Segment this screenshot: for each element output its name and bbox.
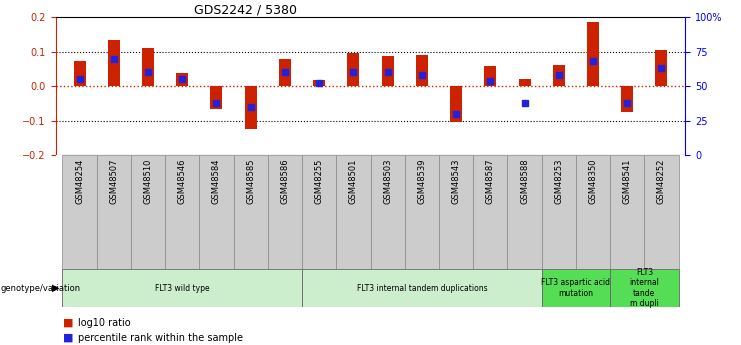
Bar — [62, 269, 302, 307]
Bar — [587, 22, 599, 86]
Text: log10 ratio: log10 ratio — [78, 318, 130, 327]
Text: percentile rank within the sample: percentile rank within the sample — [78, 333, 243, 343]
Bar — [621, 86, 634, 112]
Bar — [96, 155, 131, 269]
Text: FLT3 wild type: FLT3 wild type — [155, 284, 210, 293]
Bar — [508, 155, 542, 269]
Text: genotype/variation: genotype/variation — [1, 284, 81, 293]
Bar — [313, 80, 325, 86]
Bar — [233, 155, 268, 269]
Bar — [62, 155, 96, 269]
Bar — [610, 269, 679, 307]
Bar — [210, 86, 222, 109]
Bar — [142, 48, 154, 86]
Bar — [336, 155, 370, 269]
Bar — [165, 155, 199, 269]
Bar — [382, 56, 393, 86]
Bar — [348, 53, 359, 86]
Text: GSM48543: GSM48543 — [451, 159, 461, 204]
Bar — [656, 50, 668, 86]
Bar — [645, 155, 679, 269]
Bar — [485, 66, 496, 86]
Text: GSM48255: GSM48255 — [315, 159, 324, 204]
Bar — [416, 55, 428, 86]
Bar — [176, 73, 188, 86]
Text: GSM48510: GSM48510 — [144, 159, 153, 204]
Bar — [405, 155, 439, 269]
Text: GSM48588: GSM48588 — [520, 159, 529, 204]
Bar — [302, 155, 336, 269]
Text: GSM48254: GSM48254 — [75, 159, 84, 204]
Bar — [279, 59, 291, 86]
Bar — [107, 40, 120, 86]
Bar — [542, 155, 576, 269]
Text: GSM48539: GSM48539 — [417, 159, 426, 204]
Bar — [245, 86, 256, 129]
Bar — [553, 65, 565, 86]
Bar — [610, 155, 645, 269]
Bar — [450, 86, 462, 122]
Text: FLT3
internal
tande
m dupli: FLT3 internal tande m dupli — [629, 268, 659, 308]
Bar — [519, 79, 531, 86]
Text: GSM48501: GSM48501 — [349, 159, 358, 204]
Bar — [131, 155, 165, 269]
Bar — [199, 155, 233, 269]
Text: GSM48586: GSM48586 — [280, 159, 290, 204]
Text: GSM48507: GSM48507 — [109, 159, 119, 204]
Text: GSM48584: GSM48584 — [212, 159, 221, 204]
Text: FLT3 internal tandem duplications: FLT3 internal tandem duplications — [356, 284, 487, 293]
Bar — [73, 61, 85, 86]
Text: GSM48253: GSM48253 — [554, 159, 563, 204]
Text: ■: ■ — [63, 333, 73, 343]
Text: GSM48585: GSM48585 — [246, 159, 255, 204]
Bar — [576, 155, 610, 269]
Text: GSM48350: GSM48350 — [588, 159, 597, 204]
Bar — [370, 155, 405, 269]
Text: GSM48252: GSM48252 — [657, 159, 666, 204]
Text: FLT3 aspartic acid
mutation: FLT3 aspartic acid mutation — [542, 278, 611, 298]
Bar — [439, 155, 473, 269]
Text: GSM48587: GSM48587 — [486, 159, 495, 204]
Text: GSM48541: GSM48541 — [622, 159, 632, 204]
Text: GSM48546: GSM48546 — [178, 159, 187, 204]
Bar — [268, 155, 302, 269]
Text: GDS2242 / 5380: GDS2242 / 5380 — [194, 3, 297, 16]
Bar — [473, 155, 508, 269]
Bar — [302, 269, 542, 307]
Bar — [542, 269, 610, 307]
Text: ▶: ▶ — [52, 283, 59, 293]
Text: ■: ■ — [63, 318, 73, 327]
Text: GSM48503: GSM48503 — [383, 159, 392, 204]
